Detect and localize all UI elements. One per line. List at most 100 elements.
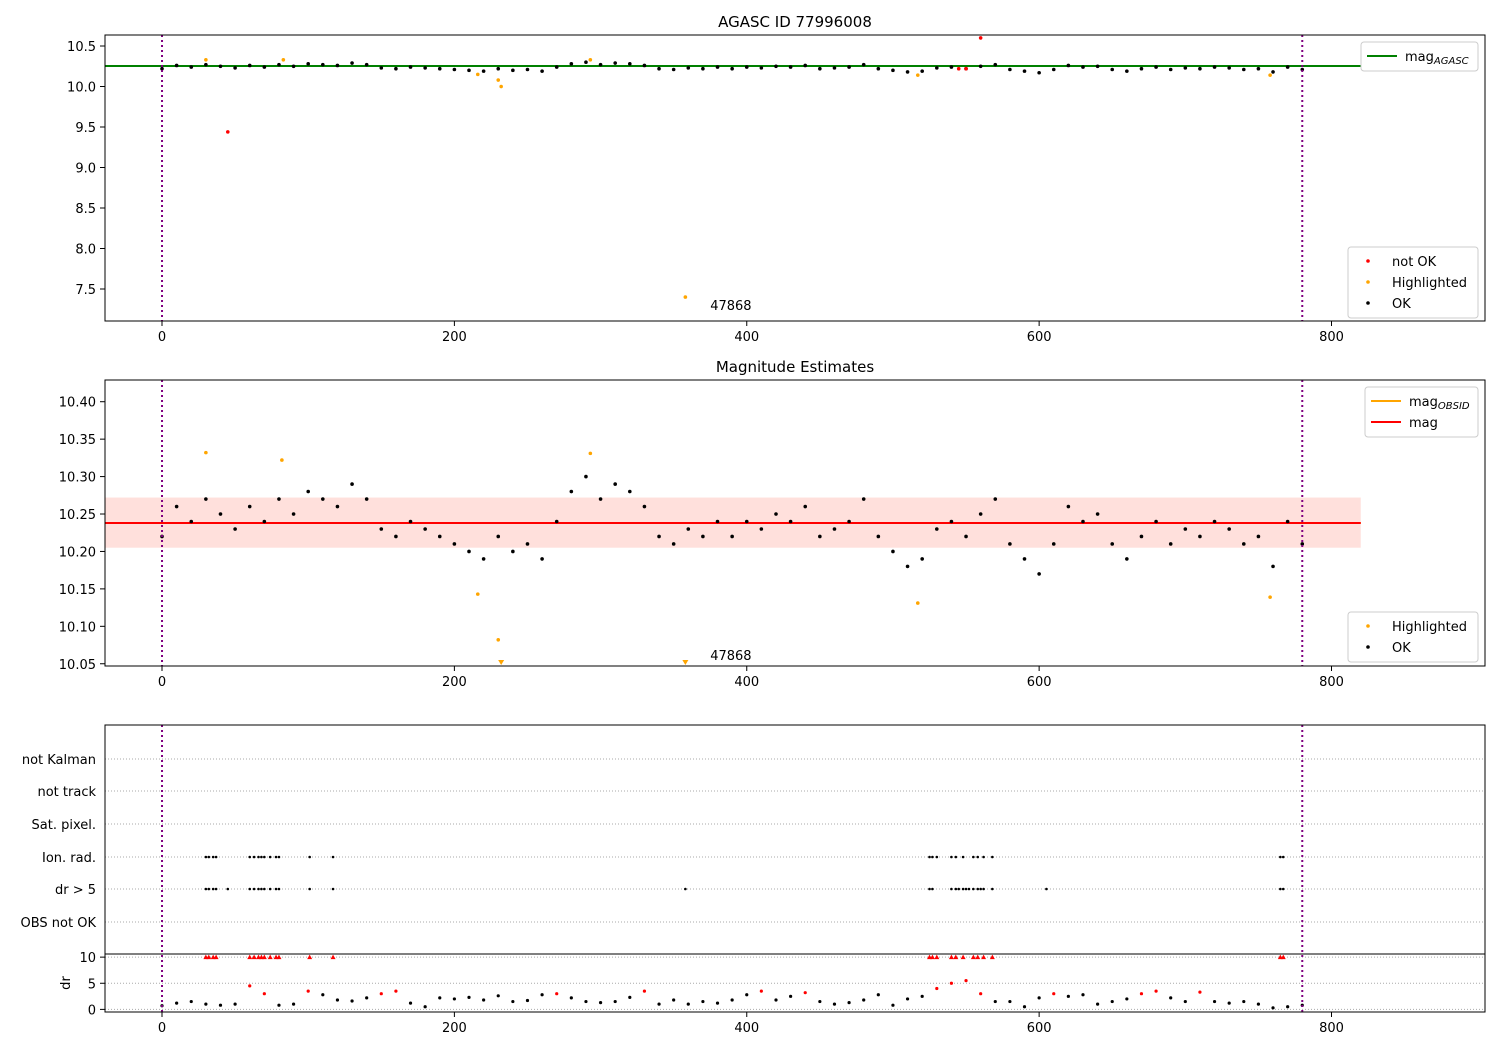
legend-box (1347, 246, 1479, 319)
data-point-ok (744, 65, 749, 69)
flag-point (972, 887, 975, 891)
flag-point (967, 887, 971, 891)
y-tick-label: 5 (88, 977, 96, 992)
flag-point (211, 887, 215, 891)
flag-point (263, 855, 266, 859)
data-point-ok (525, 542, 530, 546)
data-point-ok (540, 557, 544, 561)
data-point-ok (1125, 557, 1129, 561)
data-point-ok (774, 512, 778, 516)
data-point-ok (1227, 66, 1231, 70)
dr-point (642, 989, 647, 993)
y-tick-label: 10.40 (59, 396, 96, 411)
legend-marker-swatch (1366, 259, 1370, 263)
flag-point (1279, 887, 1282, 891)
dr-point (935, 986, 939, 991)
dr-point (1081, 993, 1085, 997)
data-point-ok (964, 534, 968, 539)
data-point-ok (379, 66, 384, 70)
data-point-ok (174, 63, 179, 68)
data-point-ok (569, 489, 574, 494)
y-tick-label: 0 (88, 1003, 96, 1018)
data-point-ok (1212, 519, 1217, 524)
data-point-ok (657, 66, 661, 71)
flag-row-label: OBS not OK (21, 916, 97, 931)
data-point-ok (788, 519, 793, 524)
data-point-ok (437, 66, 442, 71)
dr-point (920, 994, 924, 998)
data-point-ok (686, 66, 691, 70)
dr-point (569, 996, 573, 1000)
flag-point (268, 855, 272, 859)
dr-point (467, 995, 471, 999)
flag-point (928, 887, 931, 891)
dr-capped-marker (948, 954, 954, 960)
dr-point (672, 998, 676, 1002)
dr-capped-marker (247, 954, 253, 960)
dr-point (1169, 996, 1173, 1000)
flag-row-label: Ion. rad. (42, 851, 96, 866)
dr-capped-marker (981, 954, 987, 960)
legend-label: Highlighted (1392, 620, 1467, 635)
dr-point (1286, 1005, 1290, 1009)
flag-point (964, 887, 968, 891)
data-point-ok (408, 65, 413, 69)
flag-point (204, 855, 208, 859)
dr-point (291, 1002, 296, 1006)
data-point-ok (554, 65, 559, 69)
data-point-ok (1168, 67, 1173, 72)
data-point-ok (920, 557, 924, 561)
dr-point (730, 998, 734, 1002)
flag-point (308, 855, 311, 859)
axes-frame (104, 34, 1486, 322)
dr-point (1154, 989, 1158, 993)
data-point-ok (584, 474, 588, 479)
y-tick-label: 10.30 (59, 471, 96, 486)
data-point-ok (744, 519, 749, 524)
dr-point (482, 998, 486, 1002)
x-tick-label: 400 (734, 1021, 759, 1036)
data-point-highlighted (475, 72, 480, 77)
data-point-ok (554, 519, 559, 524)
data-point-ok (1051, 542, 1056, 546)
y-tick-label: 10.35 (59, 433, 96, 448)
flag-point (214, 887, 218, 891)
dr-point (394, 989, 398, 993)
data-point-ok (861, 497, 866, 501)
data-point-ok (218, 512, 223, 516)
data-point-ok (335, 504, 340, 509)
data-point-ok (481, 69, 486, 73)
dr-point (1227, 1001, 1231, 1005)
flag-point (257, 887, 260, 891)
x-tick-label: 800 (1319, 330, 1344, 345)
data-point-ok (1256, 66, 1261, 71)
dr-point (701, 999, 705, 1004)
data-point-ok (174, 504, 179, 509)
flag-point (982, 887, 985, 891)
data-point-not-ok (956, 66, 961, 71)
dr-capped-marker (934, 954, 940, 960)
data-point-ok (642, 63, 647, 68)
flag-point (1279, 855, 1282, 859)
dr-point (233, 1002, 237, 1006)
data-point-ok (861, 62, 866, 67)
data-point-ok (1125, 69, 1129, 73)
data-point-ok (218, 64, 223, 69)
data-point-ok (364, 62, 369, 67)
data-point-ok (1081, 519, 1085, 524)
data-point-ok (511, 549, 515, 554)
data-point-highlighted (496, 78, 501, 82)
data-point-ok (1008, 542, 1012, 546)
data-point-ok (262, 65, 267, 69)
flag-point (991, 855, 994, 859)
dr-point (1052, 992, 1056, 996)
flag-point (976, 855, 980, 859)
data-point-ok (891, 68, 895, 73)
data-point-highlighted (496, 637, 501, 642)
dr-point (818, 999, 822, 1004)
flag-point (954, 887, 958, 891)
x-tick-label: 0 (158, 1021, 166, 1036)
data-point-ok (452, 67, 457, 72)
data-point-ok (262, 519, 267, 524)
flag-point (931, 887, 934, 891)
